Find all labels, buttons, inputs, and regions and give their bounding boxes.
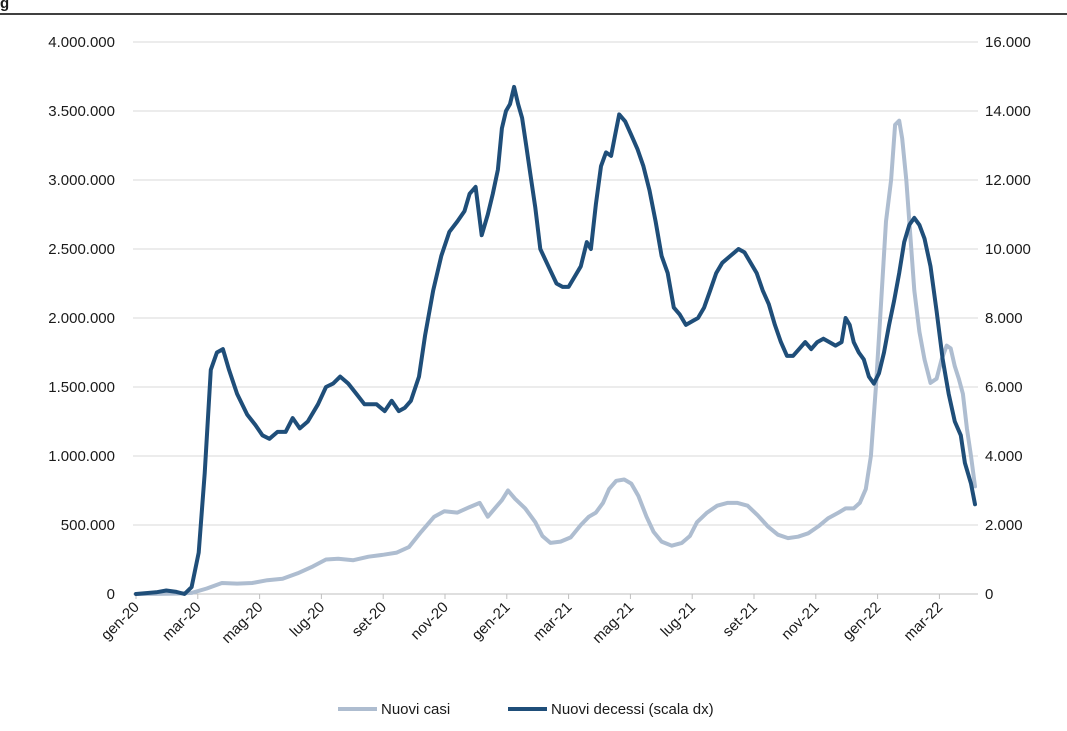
series-line-nuovi-casi bbox=[134, 118, 977, 596]
y-right-tick-label: 2.000 bbox=[985, 517, 1023, 534]
y-left-tick-label: 1.000.000 bbox=[48, 448, 115, 465]
y-right-tick-label: 16.000 bbox=[985, 34, 1031, 51]
y-left-tick-label: 2.000.000 bbox=[48, 310, 115, 327]
y-right-tick-label: 4.000 bbox=[985, 448, 1023, 465]
y-right-tick-label: 12.000 bbox=[985, 172, 1031, 189]
y-right-tick-label: 0 bbox=[985, 586, 993, 603]
y-left-tick-label: 3.000.000 bbox=[48, 172, 115, 189]
gridlines bbox=[133, 41, 978, 526]
y-left-tick-label: 500.000 bbox=[61, 517, 115, 534]
y-left-tick-label: 1.500.000 bbox=[48, 379, 115, 396]
y-left-tick-label: 3.500.000 bbox=[48, 103, 115, 120]
y-right-tick-label: 8.000 bbox=[985, 310, 1023, 327]
figure-title-fragment: g bbox=[0, 0, 9, 12]
y-left-tick-label: 4.000.000 bbox=[48, 34, 115, 51]
y-left-tick-label: 2.500.000 bbox=[48, 241, 115, 258]
y-right-tick-label: 14.000 bbox=[985, 103, 1031, 120]
y-right-tick-label: 6.000 bbox=[985, 379, 1023, 396]
plot-area bbox=[134, 84, 977, 596]
y-left-tick-label: 0 bbox=[107, 586, 115, 603]
legend: Nuovi casi Nuovi decessi (scala dx) bbox=[338, 701, 714, 718]
y-right-tick-label: 10.000 bbox=[985, 241, 1031, 258]
legend-label-nuovi-decessi: Nuovi decessi (scala dx) bbox=[551, 701, 714, 718]
legend-label-nuovi-casi: Nuovi casi bbox=[381, 701, 450, 718]
series-line-nuovi-decessi bbox=[134, 84, 977, 596]
